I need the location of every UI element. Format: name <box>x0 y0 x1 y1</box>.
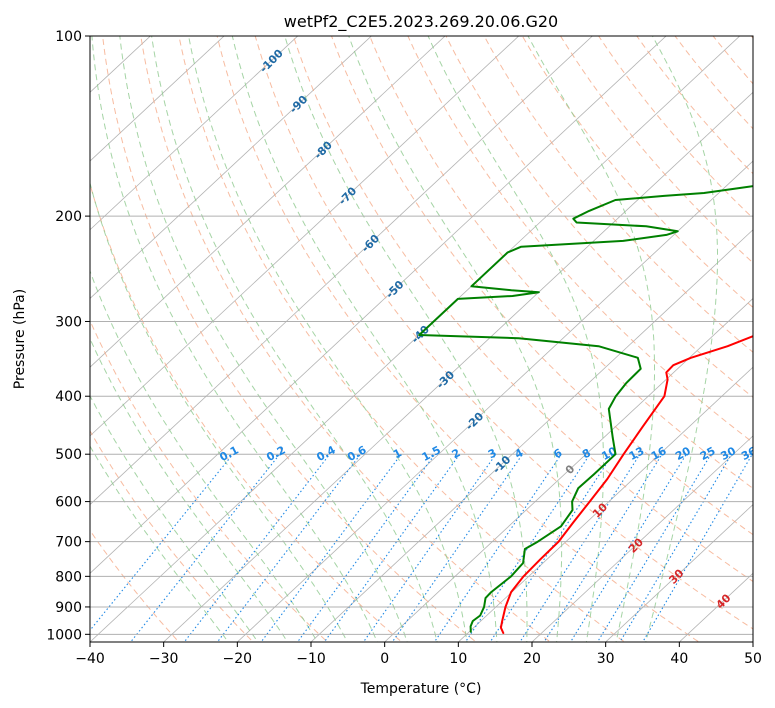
y-tick-label: 200 <box>55 209 82 225</box>
mixing-ratio-line <box>90 453 234 632</box>
mixing-ratio-label: 20 <box>673 444 693 463</box>
y-tick-label: 900 <box>55 600 82 616</box>
moist-adiabat-line <box>645 36 718 642</box>
mixing-ratio-line <box>391 453 523 642</box>
y-tick-label: 700 <box>55 535 82 551</box>
mixing-ratio-line <box>260 453 402 642</box>
dry-adiabat-line <box>90 319 329 642</box>
sounding-profiles <box>418 185 753 634</box>
dry-adiabat-line <box>407 36 753 444</box>
moist-adiabat-line <box>90 394 259 642</box>
plot-area-background <box>90 36 753 642</box>
isotherm-line <box>163 91 753 642</box>
isotherm-line <box>90 36 372 300</box>
isotherm-line <box>605 504 753 642</box>
x-tick-label: 20 <box>523 651 541 667</box>
mixing-ratio-line <box>183 453 331 642</box>
mixing-ratio-label: 30 <box>718 444 738 463</box>
moist-adiabat-line <box>427 36 604 642</box>
y-tick-label: 100 <box>55 29 82 45</box>
moist-adiabat-line <box>90 445 229 642</box>
background-lines <box>90 36 753 642</box>
mixing-ratio-label: 13 <box>627 444 647 463</box>
x-axis-ticks: −40 −30 −20 −10 0 10 20 30 40 50 <box>75 642 762 667</box>
mixing-ratio-line <box>129 453 281 642</box>
mixing-ratio-line <box>569 453 687 642</box>
moist-adiabat-line <box>527 36 655 642</box>
temperature-profile-line <box>499 335 753 634</box>
plot-frame <box>89 35 754 643</box>
y-tick-label: 800 <box>55 569 82 585</box>
dry-adiabat-line <box>254 36 753 630</box>
dry-adiabat-line <box>140 36 552 642</box>
dry-adiabat-line <box>330 36 753 536</box>
mixing-ratio-label: 16 <box>649 444 669 463</box>
x-tick-label: 50 <box>744 651 762 667</box>
x-axis-title: Temperature (°C) <box>360 681 482 697</box>
y-tick-label: 500 <box>55 447 82 463</box>
moist-adiabat-line <box>188 36 468 642</box>
isotherm-line <box>236 160 753 642</box>
x-tick-label: 10 <box>449 651 467 667</box>
x-tick-label: −40 <box>75 651 105 667</box>
y-tick-label: 1000 <box>46 627 82 643</box>
mixing-ratio-line <box>464 453 591 642</box>
dry-adiabat-line <box>292 36 753 583</box>
mixing-ratio-line <box>433 453 562 642</box>
moist-adiabat-line <box>348 36 563 642</box>
isotherm-line <box>90 36 667 574</box>
x-tick-label: −20 <box>223 651 253 667</box>
y-tick-label: 400 <box>55 389 82 405</box>
moist-adiabat-line <box>284 36 528 642</box>
moist-adiabat-line <box>231 36 498 642</box>
dry-adiabat-line <box>483 36 753 353</box>
y-axis-ticks: 1000 900 800 700 600 500 400 300 200 100 <box>46 29 90 643</box>
x-tick-label: 0 <box>380 651 389 667</box>
isotherm-line <box>457 366 753 642</box>
mixing-ratio-line <box>216 453 361 642</box>
moist-adiabat-line <box>90 337 289 642</box>
chart-title: wetPf2_C2E5.2023.269.20.06.G20 <box>284 12 558 32</box>
dry-adiabat-line <box>521 36 753 309</box>
mixing-ratio-label: 36 <box>739 444 759 463</box>
moist-adiabat-line <box>90 269 319 642</box>
dry-adiabat-line <box>445 36 753 398</box>
mixing-ratio-line <box>596 453 712 642</box>
mixing-ratio-line <box>619 453 732 642</box>
x-tick-label: 40 <box>670 651 688 667</box>
isotherm-line <box>310 229 753 642</box>
x-tick-label: −10 <box>296 651 326 667</box>
mixing-ratio-line <box>642 453 753 642</box>
dry-adiabat-line <box>178 36 626 642</box>
pressure-gridlines <box>90 36 753 635</box>
isotherm-line <box>90 36 593 506</box>
y-axis-title: Pressure (hPa) <box>12 289 28 389</box>
y-tick-label: 600 <box>55 495 82 511</box>
isotherm-line <box>531 435 753 642</box>
isotherm-line <box>90 36 446 368</box>
isotherm-line <box>90 36 520 437</box>
moist-adiabat-line <box>119 36 408 642</box>
dry-adiabat-line <box>216 36 700 642</box>
dry-adiabat-line <box>102 36 477 642</box>
moist-adiabat-line <box>91 36 378 642</box>
moist-adiabat-line <box>151 36 438 642</box>
dry-adiabat-line <box>369 36 753 489</box>
isotherm-line <box>90 36 225 162</box>
y-tick-label: 300 <box>55 314 82 330</box>
x-tick-label: 30 <box>597 651 615 667</box>
dry-adiabat-line <box>90 430 254 642</box>
isotherm-line <box>384 297 753 642</box>
mixing-ratio-label: 25 <box>698 444 718 463</box>
dewpoint-profile-line <box>418 185 753 633</box>
mixing-ratio-line <box>362 453 497 642</box>
isotherm-line <box>90 36 299 231</box>
x-tick-label: −30 <box>149 651 179 667</box>
